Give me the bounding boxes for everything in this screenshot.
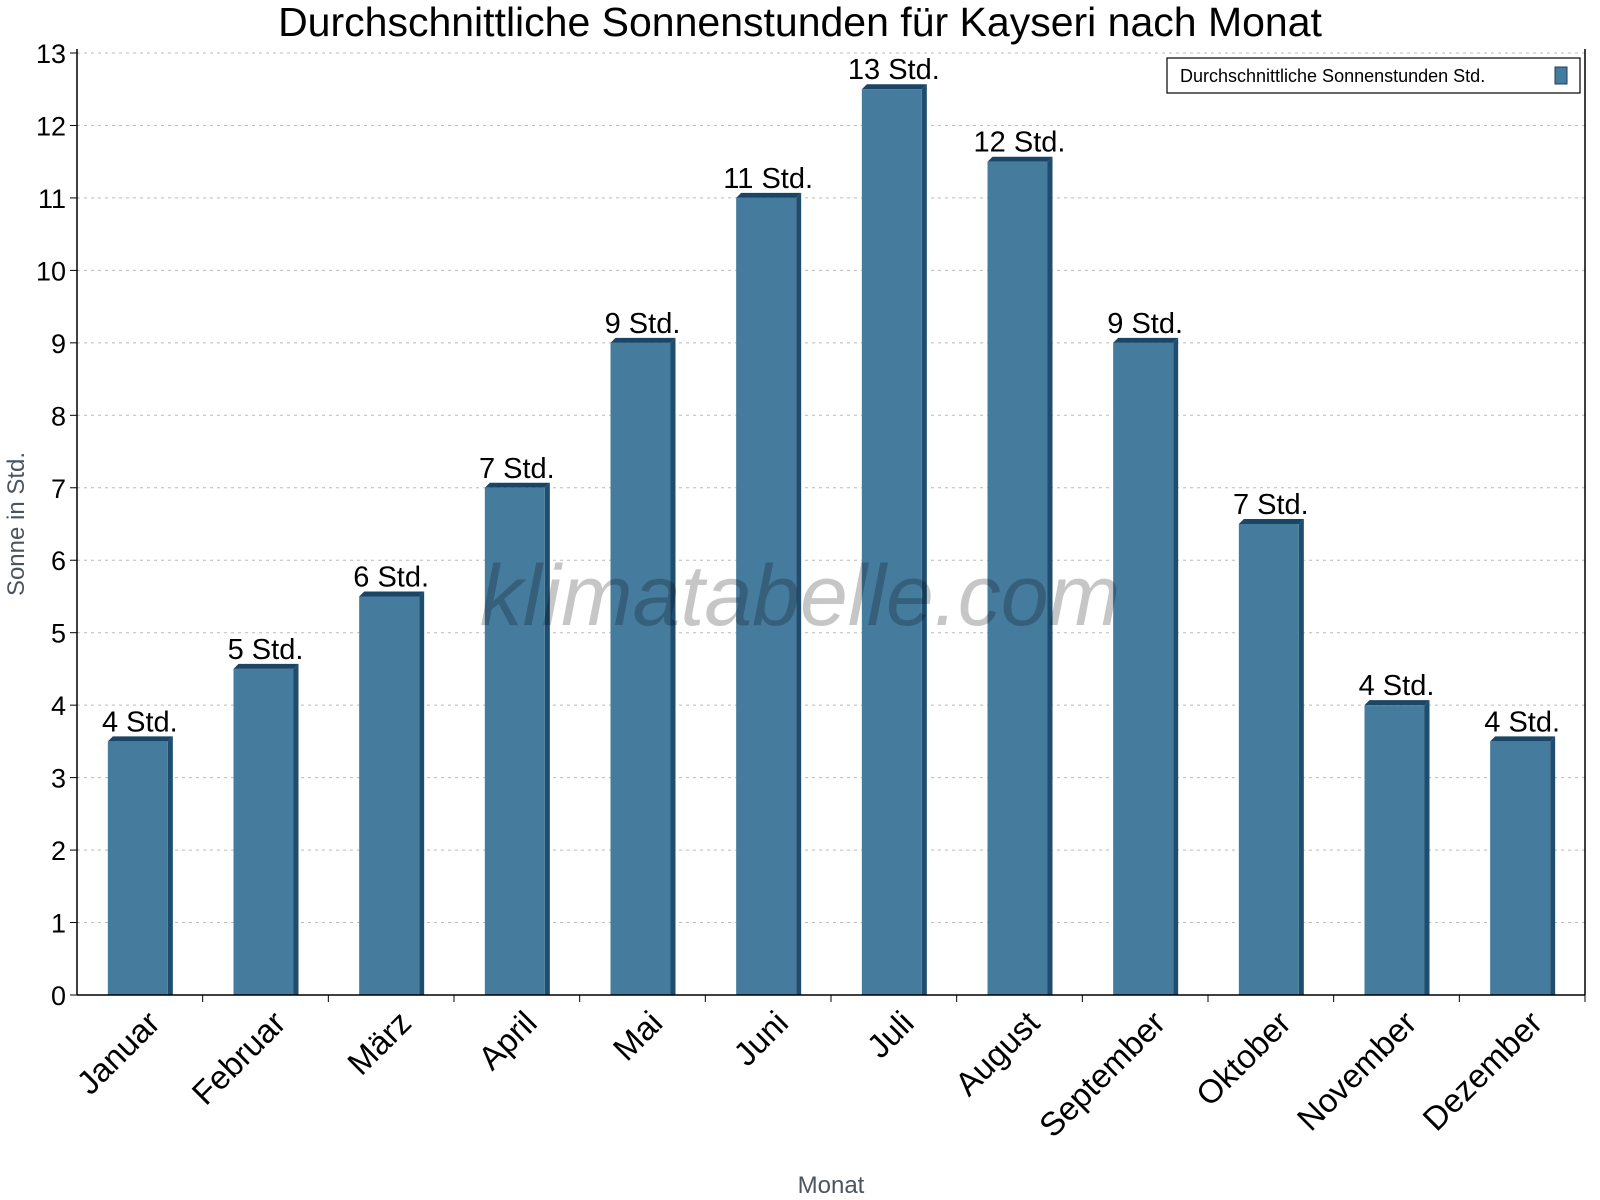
bar-side	[670, 337, 676, 995]
bar-top	[484, 482, 550, 488]
x-tick-label: September	[1032, 1004, 1172, 1144]
bar-side	[796, 192, 802, 995]
x-axis-label: Monat	[798, 1172, 865, 1199]
data-label: 11 Std.	[723, 163, 813, 195]
bar-side	[1424, 700, 1430, 995]
y-tick-label: 9	[51, 329, 66, 359]
bar-side	[419, 591, 425, 995]
bar-top	[1238, 519, 1304, 524]
bar-top	[610, 337, 676, 343]
bar	[987, 161, 1048, 995]
data-label: 9 Std.	[1107, 308, 1183, 340]
data-label: 4 Std.	[102, 706, 178, 738]
bar-side	[293, 663, 299, 995]
bar	[1490, 741, 1551, 995]
x-tick-label: April	[471, 1004, 544, 1077]
bar-top	[233, 663, 299, 669]
x-tick-label: August	[948, 1004, 1047, 1103]
y-tick-label: 0	[51, 981, 66, 1011]
data-label: 6 Std.	[353, 561, 429, 593]
y-tick-label: 10	[36, 256, 66, 286]
bar-side	[544, 482, 550, 995]
legend-box	[1166, 57, 1581, 94]
bar-side	[1550, 736, 1556, 995]
x-tick-label: Januar	[69, 1004, 167, 1102]
bar	[233, 668, 294, 995]
bar	[484, 487, 545, 995]
bar-top	[1364, 700, 1430, 706]
y-tick-label: 8	[51, 401, 66, 431]
bar-side	[1173, 337, 1179, 995]
x-tick-label: Februar	[185, 1004, 293, 1112]
legend: Durchschnittliche Sonnenstunden Std.	[1166, 57, 1581, 94]
y-tick-label: 2	[51, 836, 66, 866]
data-label: 4 Std.	[1359, 670, 1435, 702]
bar-top	[861, 84, 927, 90]
gridlines	[77, 52, 1585, 924]
bar-top	[359, 591, 425, 597]
x-tick-label: Juli	[860, 1004, 921, 1065]
bar	[736, 197, 797, 995]
bar-top	[987, 156, 1053, 162]
bar	[359, 596, 420, 995]
data-label: 5 Std.	[228, 634, 304, 666]
y-tick-label: 13	[36, 39, 66, 69]
data-label: 7 Std.	[479, 453, 555, 485]
y-tick-label: 11	[38, 184, 66, 214]
bar	[1113, 342, 1174, 995]
data-label: 9 Std.	[605, 308, 681, 340]
y-tick-label: 7	[51, 474, 66, 504]
chart-title: Durchschnittliche Sonnenstunden für Kays…	[278, 0, 1322, 45]
data-label: 7 Std.	[1233, 489, 1309, 521]
data-label: 13 Std.	[848, 54, 940, 86]
y-tick-label: 4	[51, 691, 66, 721]
bars: 4 Std. 5 Std. 6 Std. 7 Std. 9 Std. 11 Std. 13 …	[102, 54, 1560, 995]
x-tick-label: November	[1290, 1004, 1424, 1138]
bar	[1238, 524, 1299, 995]
y-tick-label: 6	[51, 546, 66, 576]
x-tick-label: Oktober	[1189, 1004, 1298, 1113]
y-axis-label: Sonne in Std.	[3, 452, 30, 596]
bar	[861, 89, 922, 995]
x-tick-label: Juni	[726, 1004, 795, 1073]
data-label: 12 Std.	[974, 127, 1066, 159]
y-tick-label: 3	[51, 764, 66, 794]
bar	[610, 342, 671, 995]
bar-side	[1298, 519, 1304, 995]
bar-side	[167, 736, 173, 995]
y-tick-label: 1	[51, 909, 66, 939]
x-tick-label: März	[340, 1004, 418, 1082]
bar-top	[1490, 736, 1556, 742]
bar-side	[921, 84, 927, 995]
bar-top	[107, 736, 173, 742]
y-tick-label: 12	[36, 111, 66, 141]
data-label: 4 Std.	[1484, 706, 1560, 738]
x-tick-label: Mai	[606, 1004, 670, 1068]
bar-side	[1047, 156, 1053, 995]
bar	[107, 741, 168, 995]
legend-swatch	[1554, 66, 1568, 85]
bar-top	[1113, 337, 1179, 343]
bar	[1364, 705, 1425, 995]
y-tick-label: 5	[51, 619, 66, 649]
watermark: klimatabelle.com	[480, 548, 1120, 644]
x-tick-label: Dezember	[1415, 1004, 1549, 1138]
legend-label: Durchschnittliche Sonnenstunden Std.	[1180, 66, 1485, 86]
bar-top	[736, 192, 802, 198]
